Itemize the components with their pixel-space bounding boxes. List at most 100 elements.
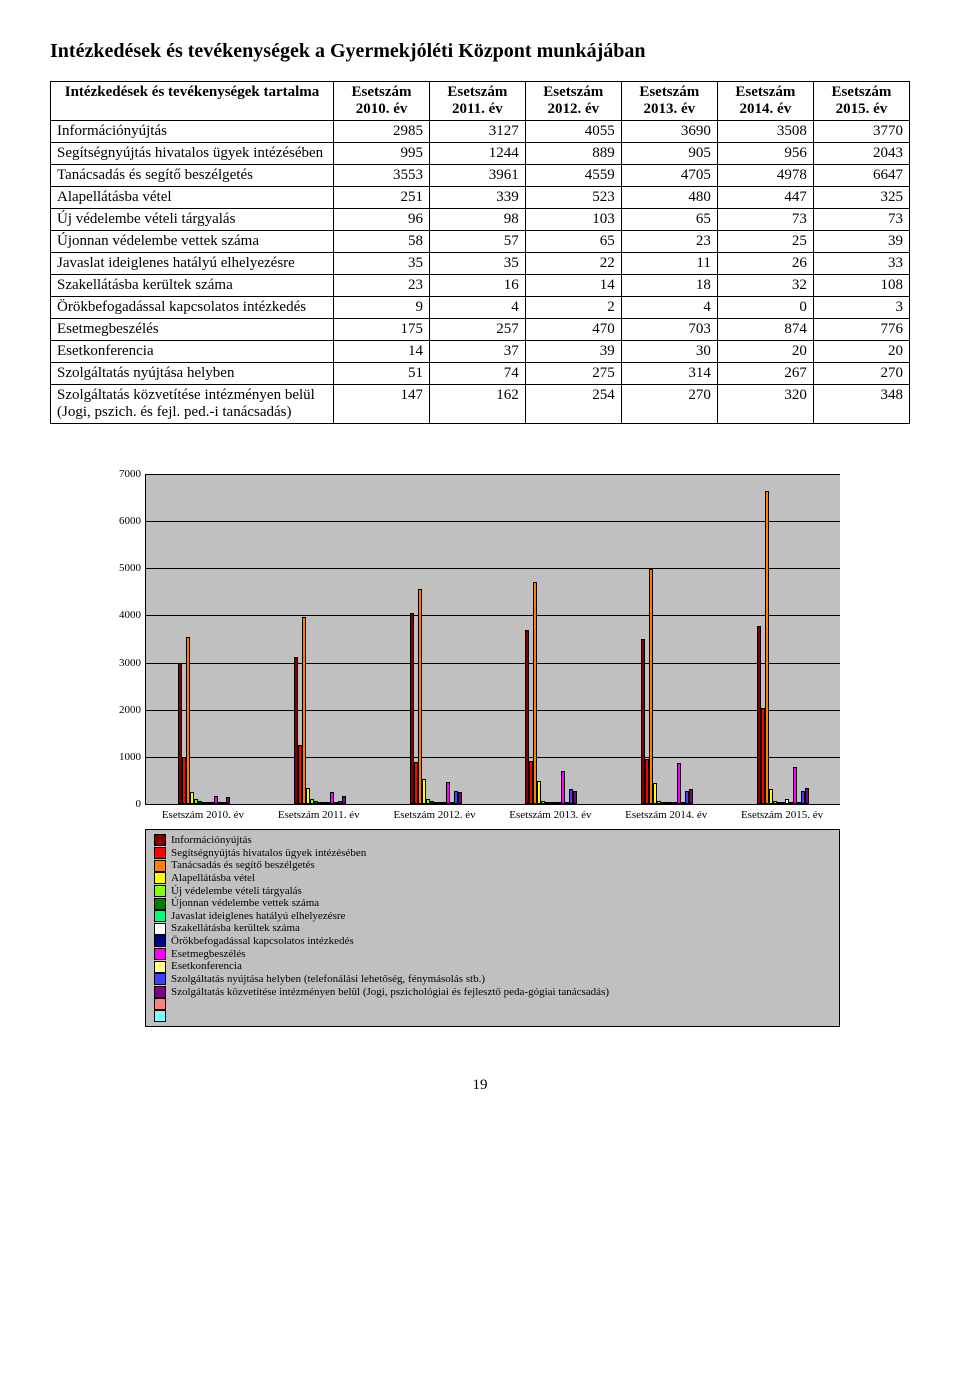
legend-item xyxy=(154,1010,831,1022)
table-row: Információnyújtás29853127405536903508377… xyxy=(51,121,910,143)
legend-item: Esetkonferencia xyxy=(154,960,831,973)
legend-label: Segítségnyújtás hivatalos ügyek intézésé… xyxy=(171,847,366,860)
cell: 257 xyxy=(430,319,526,341)
cell: 22 xyxy=(525,253,621,275)
table-row: Tanácsadás és segítő beszélgetés35533961… xyxy=(51,165,910,187)
cell: 905 xyxy=(621,143,717,165)
cell: 25 xyxy=(717,231,813,253)
cell: 270 xyxy=(813,363,909,385)
table-header-row: Intézkedések és tevékenységek tartalma E… xyxy=(51,82,910,121)
bar xyxy=(302,617,306,804)
cell: 51 xyxy=(334,363,430,385)
cell: 523 xyxy=(525,187,621,209)
row-label: Segítségnyújtás hivatalos ügyek intézésé… xyxy=(51,143,334,165)
row-label: Szolgáltatás nyújtása helyben xyxy=(51,363,334,385)
legend-label: Esetmegbeszélés xyxy=(171,948,246,961)
row-header: Intézkedések és tevékenységek tartalma xyxy=(51,82,334,121)
col-header: Esetszám 2013. év xyxy=(621,82,717,121)
col-header: Esetszám 2015. év xyxy=(813,82,909,121)
legend-item: Alapellátásba vétel xyxy=(154,872,831,885)
table-row: Esetkonferencia143739302020 xyxy=(51,341,910,363)
bar xyxy=(765,491,769,804)
table-row: Új védelembe vételi tárgyalás96981036573… xyxy=(51,209,910,231)
x-label: Esetszám 2011. év xyxy=(261,809,377,821)
bar xyxy=(186,637,190,804)
cell: 14 xyxy=(525,275,621,297)
legend-label: Szakellátásba kerültek száma xyxy=(171,922,300,935)
legend-swatch xyxy=(154,961,166,973)
cell: 23 xyxy=(621,231,717,253)
legend-swatch xyxy=(154,910,166,922)
cell: 6647 xyxy=(813,165,909,187)
cell: 9 xyxy=(334,297,430,319)
cell: 35 xyxy=(430,253,526,275)
cell: 314 xyxy=(621,363,717,385)
cell: 23 xyxy=(334,275,430,297)
cell: 98 xyxy=(430,209,526,231)
cell: 57 xyxy=(430,231,526,253)
cell: 18 xyxy=(621,275,717,297)
chart-legend: InformációnyújtásSegítségnyújtás hivatal… xyxy=(145,829,840,1027)
bar xyxy=(793,767,797,804)
cell: 33 xyxy=(813,253,909,275)
row-label: Alapellátásba vétel xyxy=(51,187,334,209)
legend-item: Örökbefogadással kapcsolatos intézkedés xyxy=(154,935,831,948)
cell: 348 xyxy=(813,385,909,424)
cell: 480 xyxy=(621,187,717,209)
page-title: Intézkedések és tevékenységek a Gyermekj… xyxy=(50,40,910,63)
cell: 162 xyxy=(430,385,526,424)
legend-swatch xyxy=(154,834,166,846)
cell: 254 xyxy=(525,385,621,424)
legend-label: Új védelembe vételi tárgyalás xyxy=(171,885,302,898)
cell: 0 xyxy=(717,297,813,319)
cell: 4559 xyxy=(525,165,621,187)
legend-swatch xyxy=(154,935,166,947)
x-label: Esetszám 2015. év xyxy=(724,809,840,821)
col-header: Esetszám 2011. év xyxy=(430,82,526,121)
legend-label: Újonnan védelembe vettek száma xyxy=(171,897,319,910)
cell: 3508 xyxy=(717,121,813,143)
legend-swatch xyxy=(154,923,166,935)
bar xyxy=(418,589,422,804)
cell: 3127 xyxy=(430,121,526,143)
legend-item: Információnyújtás xyxy=(154,834,831,847)
cell: 65 xyxy=(621,209,717,231)
cell: 3 xyxy=(813,297,909,319)
legend-swatch xyxy=(154,885,166,897)
cell: 339 xyxy=(430,187,526,209)
cell: 995 xyxy=(334,143,430,165)
cell: 3961 xyxy=(430,165,526,187)
bar xyxy=(446,782,450,804)
cell: 96 xyxy=(334,209,430,231)
cell: 3770 xyxy=(813,121,909,143)
cell: 2043 xyxy=(813,143,909,165)
y-tick: 3000 xyxy=(106,657,141,669)
cell: 447 xyxy=(717,187,813,209)
table-row: Javaslat ideiglenes hatályú elhelyezésre… xyxy=(51,253,910,275)
bar xyxy=(689,789,693,804)
legend-label: Tanácsadás és segítő beszélgetés xyxy=(171,859,315,872)
row-label: Szakellátásba kerültek száma xyxy=(51,275,334,297)
cell: 73 xyxy=(813,209,909,231)
table-row: Újonnan védelembe vettek száma5857652325… xyxy=(51,231,910,253)
legend-item: Szolgáltatás nyújtása helyben (telefonál… xyxy=(154,973,831,986)
table-row: Szakellátásba kerültek száma231614183210… xyxy=(51,275,910,297)
legend-item: Újonnan védelembe vettek száma xyxy=(154,897,831,910)
cell: 20 xyxy=(813,341,909,363)
legend-swatch xyxy=(154,1010,166,1022)
cell: 889 xyxy=(525,143,621,165)
bar xyxy=(561,771,565,804)
bar xyxy=(677,763,681,804)
cell: 4 xyxy=(430,297,526,319)
legend-item: Új védelembe vételi tárgyalás xyxy=(154,885,831,898)
cell: 3690 xyxy=(621,121,717,143)
legend-swatch xyxy=(154,986,166,998)
x-label: Esetszám 2013. év xyxy=(492,809,608,821)
cell: 175 xyxy=(334,319,430,341)
y-tick: 4000 xyxy=(106,609,141,621)
table-row: Segítségnyújtás hivatalos ügyek intézésé… xyxy=(51,143,910,165)
legend-swatch xyxy=(154,898,166,910)
row-label: Szolgáltatás közvetítése intézményen bel… xyxy=(51,385,334,424)
cell: 4978 xyxy=(717,165,813,187)
data-table: Intézkedések és tevékenységek tartalma E… xyxy=(50,81,910,424)
